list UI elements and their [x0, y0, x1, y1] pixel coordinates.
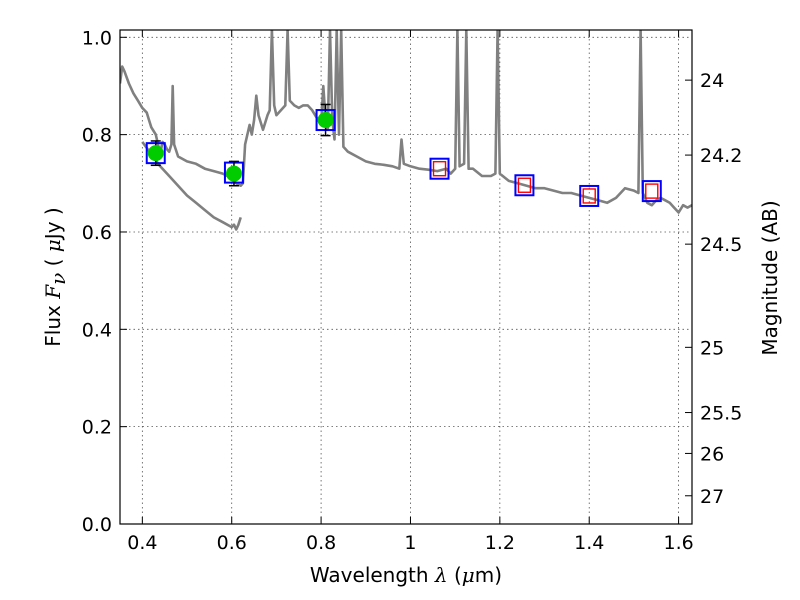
plot-frame [119, 29, 693, 525]
x-tick-label: 1 [404, 532, 416, 554]
y2-axis-label: Magnitude (AB) [758, 200, 782, 355]
x-tick-label: 1.6 [663, 532, 693, 554]
photometry-markers [145, 103, 662, 207]
model-spectrum [120, 30, 692, 231]
y2-tick-label: 25 [700, 337, 724, 359]
x-tick-label: 1.2 [485, 532, 515, 554]
y-tick-label: 0.6 [82, 222, 112, 244]
y2-tick-label: 26 [700, 443, 724, 465]
x-tick-label: 0.4 [127, 532, 157, 554]
x-tick-label: 1.4 [574, 532, 604, 554]
x-tick-label: 0.6 [217, 532, 247, 554]
nir-model-marker [645, 183, 659, 199]
observed-point [147, 145, 164, 162]
x-tick-label: 0.8 [306, 532, 336, 554]
y2-tick-label: 24 [700, 70, 724, 92]
model-box-marker [429, 157, 450, 180]
model-spectrum-line [120, 30, 692, 214]
model-box-marker [514, 174, 535, 197]
y-tick-label: 0.0 [82, 514, 112, 536]
x-axis-label: Wavelength λ (μm) [310, 563, 502, 587]
y-tick-label: 1.0 [82, 27, 112, 49]
observed-point [317, 112, 334, 129]
model-box-marker [641, 180, 662, 203]
y-axis-label: Flux Fν ( μJy ) [41, 207, 70, 346]
observed-point [225, 165, 242, 182]
model-spectrum-lower-line [141, 141, 242, 231]
nir-model-marker [432, 161, 447, 177]
grid [120, 30, 692, 524]
y-tick-label: 0.4 [82, 319, 112, 341]
y2-tick-label: 27 [700, 486, 724, 508]
axis-ticks: 0.4 0.6 0.8 1 1.2 1.4 1.6 0.0 0.2 0.4 0.6 0.8 1.0 24 2… [82, 27, 743, 554]
model-box-marker [579, 184, 600, 207]
y-tick-label: 0.8 [82, 125, 112, 147]
y2-tick-label: 25.5 [700, 403, 742, 425]
y-tick-label: 0.2 [82, 417, 112, 439]
nir-model-marker [582, 188, 596, 204]
y2-tick-label: 24.2 [700, 145, 742, 167]
y2-tick-label: 24.5 [700, 234, 742, 256]
nir-model-marker [517, 177, 532, 193]
